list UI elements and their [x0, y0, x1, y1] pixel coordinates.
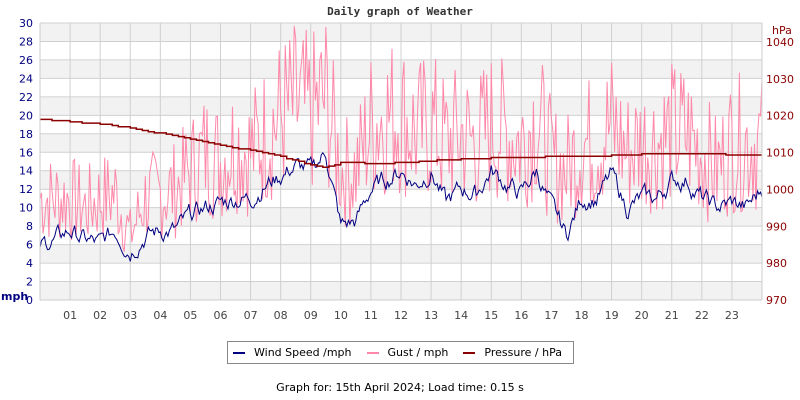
y-tick-label: 12: [19, 183, 33, 196]
x-tick-label: 10: [334, 309, 348, 322]
legend-label-gust: Gust / mph: [387, 346, 449, 359]
x-tick-label: 04: [153, 309, 167, 322]
x-tick-label: 14: [454, 309, 468, 322]
wind-swatch-icon: [233, 351, 245, 354]
x-tick-label: 15: [484, 309, 498, 322]
y-tick-label: 2: [26, 276, 33, 289]
gust-series: [39, 25, 763, 252]
y2-tick-label: 990: [766, 220, 787, 233]
y2-tick-label: 980: [766, 257, 787, 270]
x-tick-label: 22: [695, 309, 709, 322]
x-tick-label: 20: [635, 309, 649, 322]
x-tick-label: 21: [665, 309, 679, 322]
x-tick-label: 08: [274, 309, 288, 322]
y-tick-label: 8: [26, 220, 33, 233]
y-tick-label: 14: [19, 165, 33, 178]
x-tick-label: 19: [605, 309, 619, 322]
y-tick-label: 28: [19, 35, 33, 48]
x-tick-label: 17: [544, 309, 558, 322]
x-tick-label: 12: [394, 309, 408, 322]
y2-axis-label: hPa: [772, 24, 792, 37]
y2-tick-label: 1010: [766, 147, 794, 160]
y2-tick-label: 970: [766, 294, 787, 307]
y-tick-label: 20: [19, 109, 33, 122]
gust-swatch-icon: [366, 351, 379, 354]
y2-tick-label: 1040: [766, 36, 794, 49]
y-tick-label: 18: [19, 128, 33, 141]
chart-title: Daily graph of Weather: [327, 5, 473, 18]
y-tick-label: 16: [19, 146, 33, 159]
y-axis-label: mph: [1, 290, 28, 303]
y-tick-label: 0: [26, 294, 33, 307]
legend-label-wind: Wind Speed /mph: [254, 346, 352, 359]
footer-status: Graph for: 15th April 2024; Load time: 0…: [276, 381, 524, 394]
legend-item-gust: Gust / mph: [366, 346, 449, 359]
x-tick-label: 18: [575, 309, 589, 322]
pressure-swatch-icon: [463, 351, 476, 354]
y2-tick-label: 1000: [766, 183, 794, 196]
x-tick-label: 11: [364, 309, 378, 322]
x-tick-label: 07: [244, 309, 258, 322]
y2-tick-label: 1020: [766, 110, 794, 123]
y-tick-label: 22: [19, 91, 33, 104]
y-tick-label: 26: [19, 54, 33, 67]
x-tick-label: 23: [725, 309, 739, 322]
chart-legend: Wind Speed /mph Gust / mph Pressure / hP…: [227, 341, 574, 364]
x-tick-label: 16: [514, 309, 528, 322]
y-tick-label: 4: [26, 257, 33, 270]
x-tick-label: 02: [93, 309, 107, 322]
wind-series: [39, 151, 763, 262]
legend-item-wind: Wind Speed /mph: [233, 346, 352, 359]
pressure-series: [40, 118, 762, 169]
y-tick-label: 30: [19, 17, 33, 30]
x-tick-label: 03: [123, 309, 137, 322]
y-tick-label: 10: [19, 202, 33, 215]
x-tick-label: 05: [183, 309, 197, 322]
y-tick-label: 6: [26, 239, 33, 252]
x-tick-label: 06: [214, 309, 228, 322]
legend-label-pressure: Pressure / hPa: [484, 346, 562, 359]
y2-tick-label: 1030: [766, 73, 794, 86]
x-tick-label: 01: [63, 309, 77, 322]
x-tick-label: 09: [304, 309, 318, 322]
x-tick-label: 13: [424, 309, 438, 322]
y-tick-label: 24: [19, 72, 33, 85]
legend-item-pressure: Pressure / hPa: [463, 346, 562, 359]
